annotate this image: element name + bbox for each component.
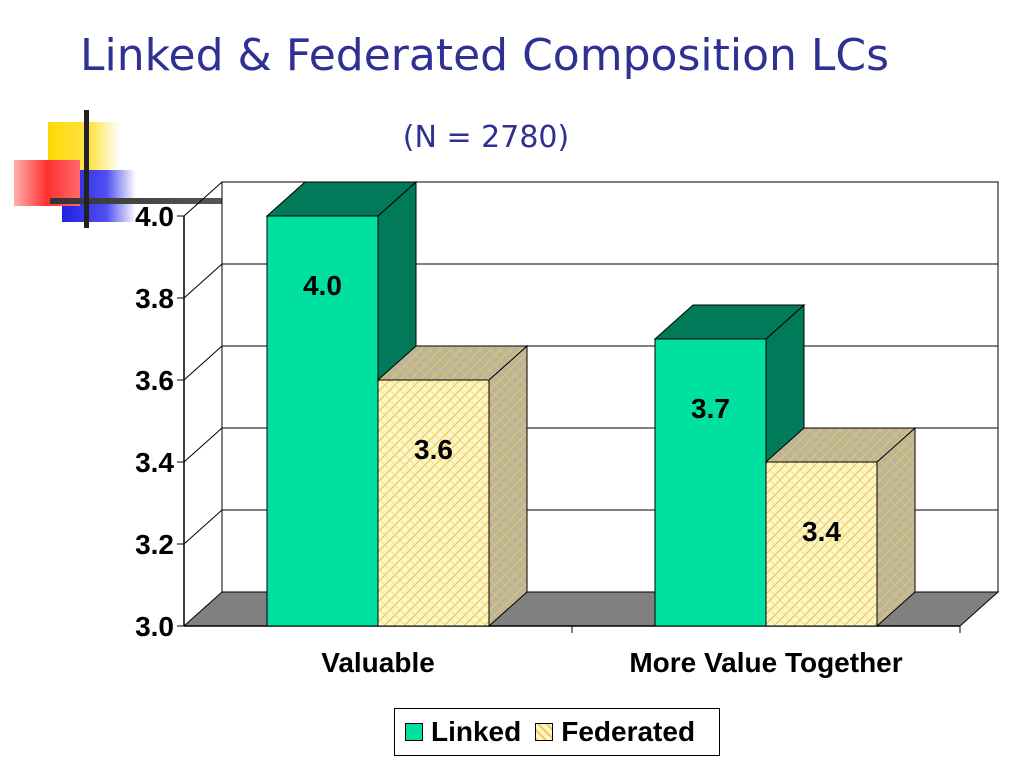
x-category-label: More Value Together — [629, 647, 902, 678]
chart-bars — [265, 180, 917, 628]
legend-label-federated: Federated — [561, 716, 696, 747]
y-tick-label: 3.8 — [135, 283, 174, 314]
legend-swatch-federated — [535, 723, 554, 741]
page-title: Linked & Federated Composition LCs — [80, 30, 890, 81]
chart-labels: Valuable 4.0 3.6 More Value Together 3.7 3.4 — [303, 270, 903, 678]
value-label-federated: 3.6 — [414, 434, 453, 465]
bar-federated-1 — [764, 426, 917, 628]
legend-swatch-linked — [405, 723, 423, 741]
gridline-depth — [183, 345, 223, 381]
y-tick-label: 3.4 — [135, 447, 174, 478]
value-label-linked: 4.0 — [303, 270, 342, 301]
y-tick-label: 3.0 — [135, 611, 174, 642]
gridline-depth — [183, 509, 223, 545]
gridline-depth — [183, 263, 223, 299]
legend-label-linked: Linked — [431, 716, 522, 747]
page-subtitle: (N = 2780) — [402, 120, 570, 155]
chart-legend: Linked Federated — [394, 708, 720, 756]
x-category-label: Valuable — [321, 647, 435, 678]
bar-federated-0 — [376, 344, 529, 628]
legend-item-linked: Linked — [405, 716, 521, 748]
legend-item-federated: Federated — [535, 716, 695, 748]
y-tick-label: 3.2 — [135, 529, 174, 560]
gridline-depth — [183, 181, 223, 217]
y-tick-label: 4.0 — [135, 201, 174, 232]
value-label-federated: 3.4 — [802, 516, 841, 547]
y-tick-label: 3.6 — [135, 365, 174, 396]
gridline-depth — [183, 427, 223, 463]
value-label-linked: 3.7 — [691, 393, 730, 424]
